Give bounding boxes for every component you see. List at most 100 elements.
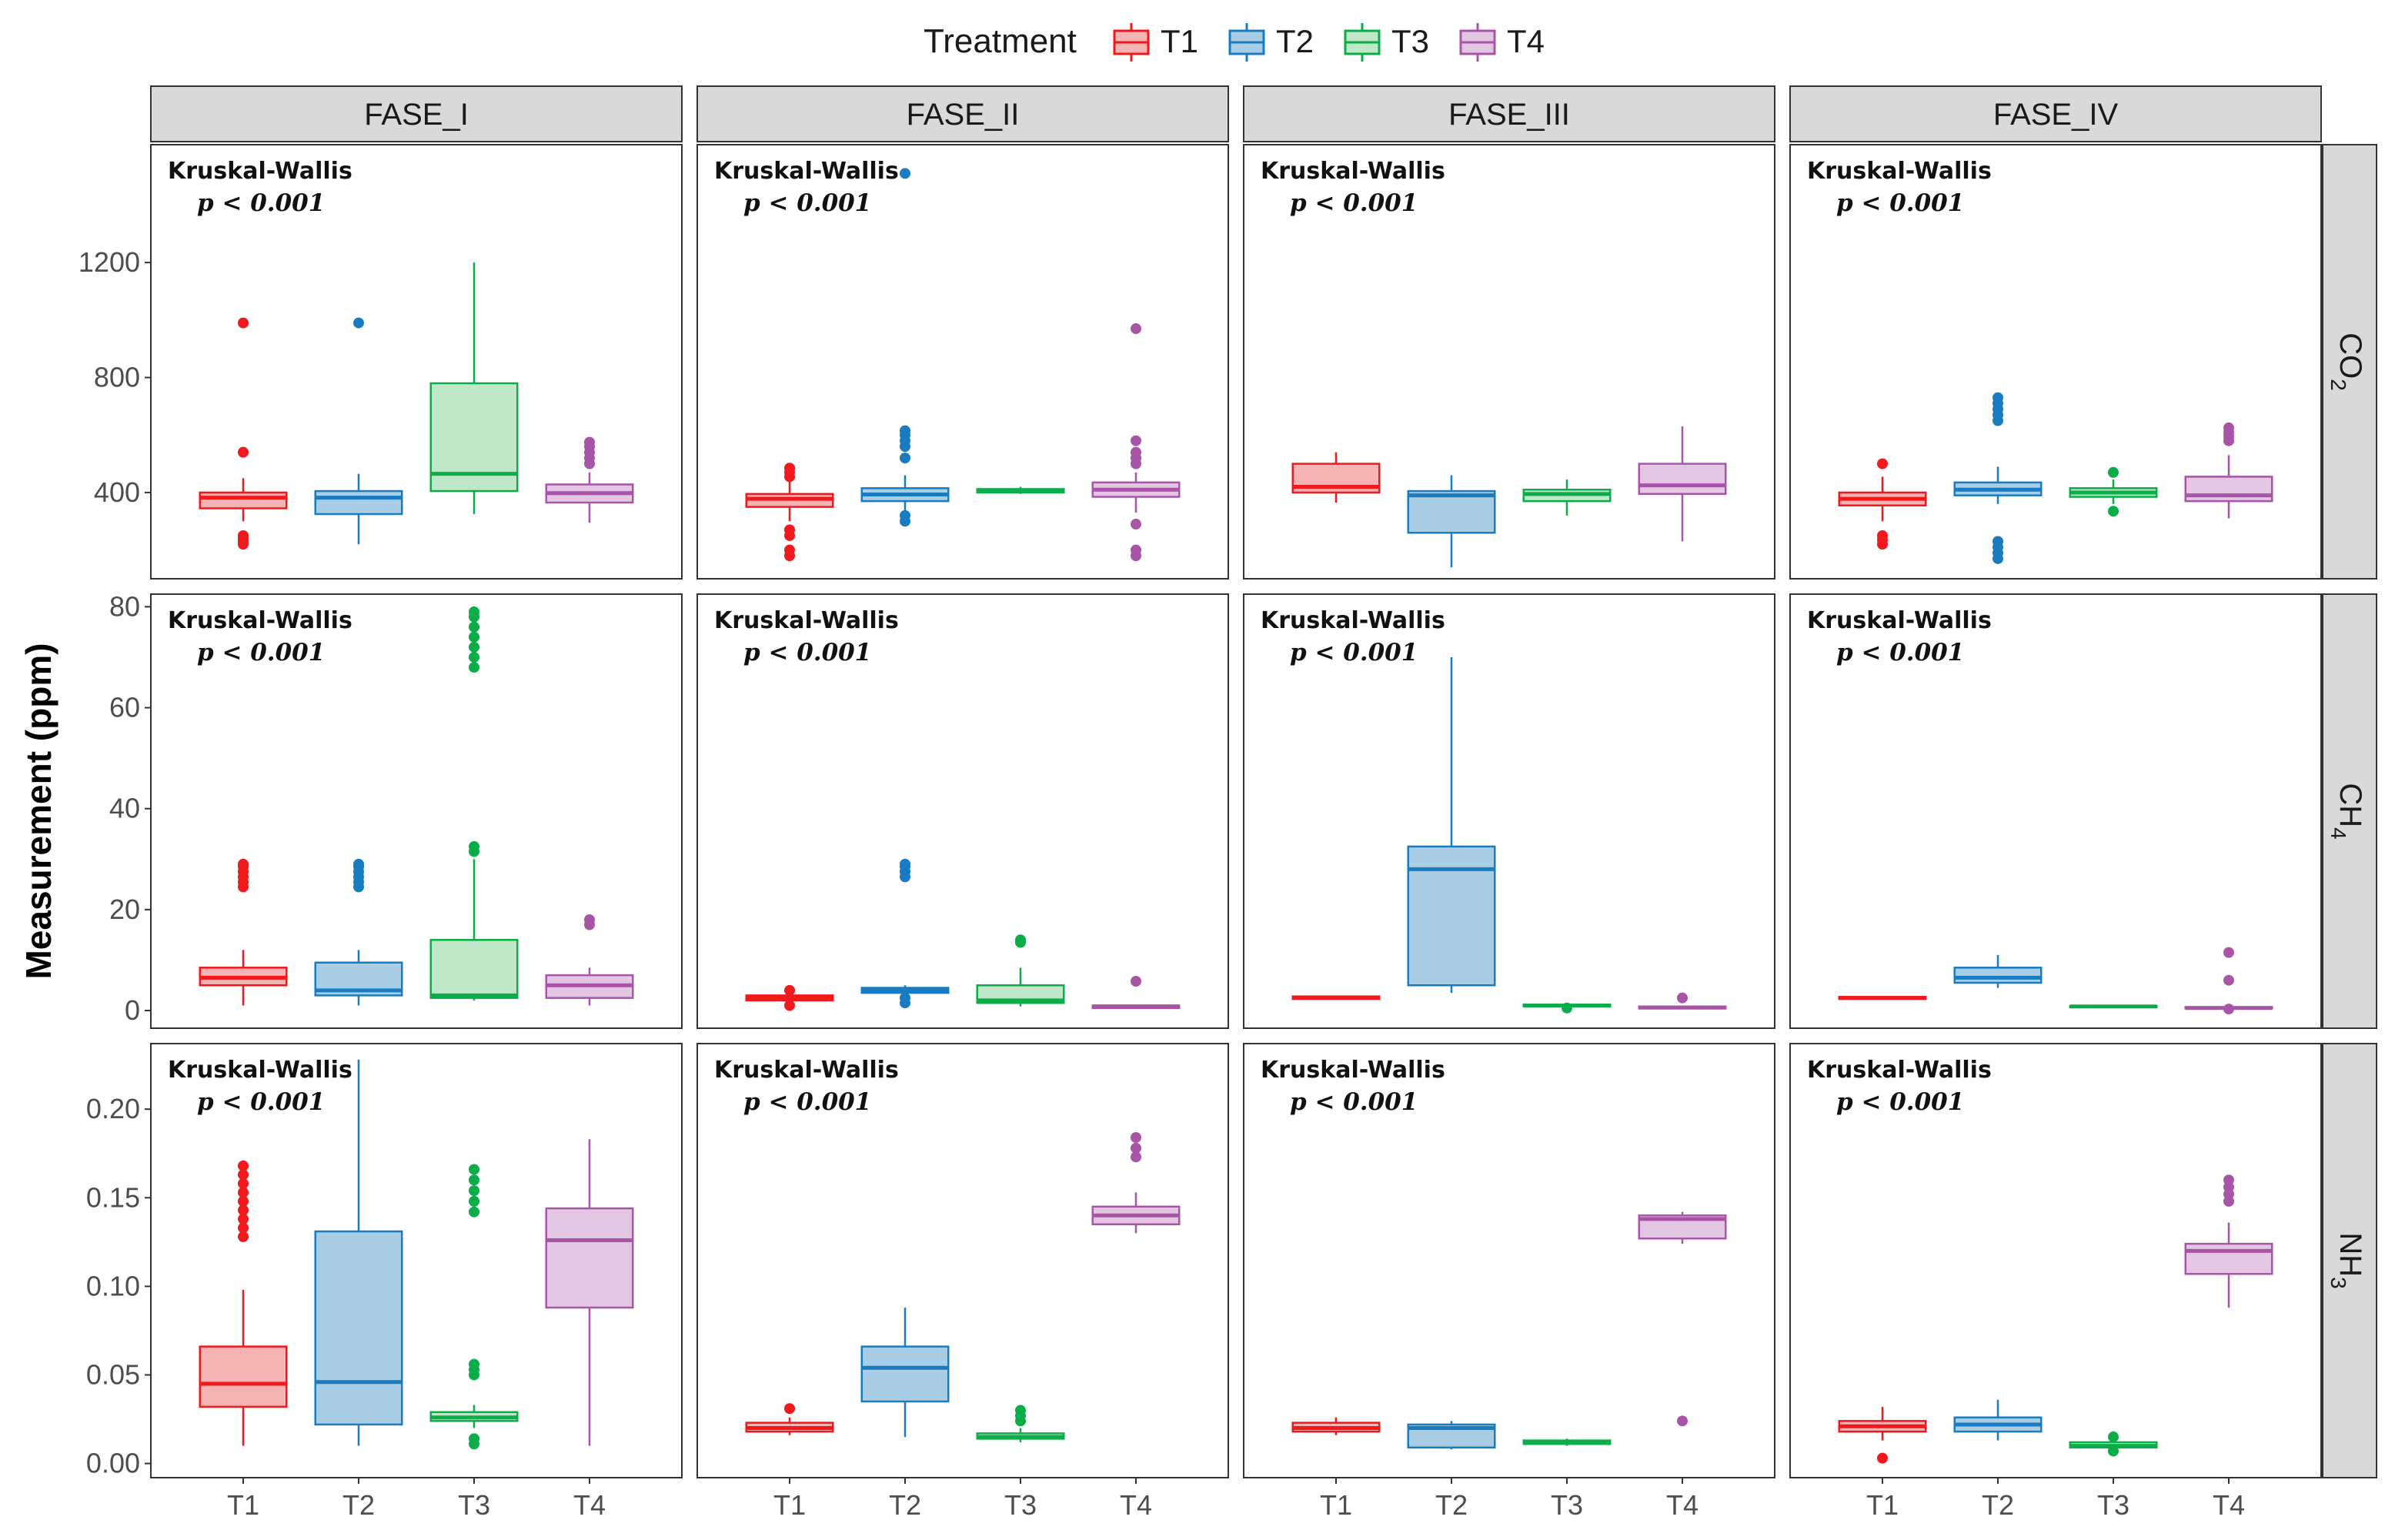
box-t4 <box>545 914 634 1006</box>
box-t1 <box>199 1160 288 1446</box>
strip-co2 <box>2322 144 2377 580</box>
outlier-point <box>238 1187 249 1198</box>
box-t2 <box>1953 1399 2043 1441</box>
iqr-box <box>314 489 403 516</box>
panel-border <box>1243 1043 1775 1478</box>
strip-fase-i <box>150 85 683 142</box>
box-t3 <box>976 486 1065 494</box>
outlier-point <box>2108 1431 2119 1443</box>
iqr-box <box>1953 967 2043 984</box>
x-tick-label-t4: T4 <box>1120 1489 1152 1521</box>
outlier-point <box>469 662 479 673</box>
box-t1 <box>745 1403 834 1435</box>
box-t1 <box>1291 1417 1381 1435</box>
box-t3 <box>429 606 519 1000</box>
iqr-box <box>2184 476 2273 503</box>
iqr-box <box>314 1230 403 1426</box>
outlier-point <box>1131 446 1141 458</box>
box-t1 <box>1291 452 1381 503</box>
panel-ch4-fase-iii: Kruskal-Wallis p < 0.001 <box>1243 593 1775 1029</box>
panel-co2-fase-i: Kruskal-Wallis p < 0.001 <box>150 144 683 580</box>
box-t3 <box>2069 1004 2158 1009</box>
panel-border <box>696 593 1229 1029</box>
gas-formula: CO <box>2333 332 2367 379</box>
p-value-label: p < 0.001 <box>197 639 325 666</box>
box-t3 <box>1522 479 1612 516</box>
x-tick-label-t2: T2 <box>1435 1489 1468 1521</box>
box-t1 <box>1291 995 1381 1000</box>
strip-label-co2: CO2 <box>2327 332 2367 391</box>
outlier-point <box>238 1178 249 1189</box>
box-t1 <box>745 984 834 1011</box>
outlier-point <box>1131 1132 1141 1144</box>
outlier-point <box>900 425 910 436</box>
strip-label-fase-iii: FASE_III <box>1448 98 1570 132</box>
outlier-point <box>238 1204 249 1216</box>
legend-key-t2 <box>1228 23 1265 62</box>
x-tick-label-t3: T3 <box>1004 1489 1037 1521</box>
outlier-point <box>1677 1415 1688 1427</box>
outlier-point <box>238 529 249 541</box>
outlier-point <box>1131 544 1141 556</box>
outlier-point <box>1131 1151 1141 1163</box>
box-t2 <box>1407 656 1496 994</box>
p-value-label: p < 0.001 <box>1290 189 1418 217</box>
x-tick-label-t2: T2 <box>342 1489 375 1521</box>
outlier-point <box>2223 1004 2234 1015</box>
y-tick-label: 0 <box>125 994 140 1026</box>
box-t4 <box>2184 422 2273 519</box>
outlier-point <box>900 453 910 464</box>
x-tick-label-t1: T1 <box>773 1489 806 1521</box>
legend-label-t3: T3 <box>1391 23 1429 59</box>
box-t3 <box>976 934 1065 1007</box>
x-tick-label-t3: T3 <box>458 1489 490 1521</box>
outlier-point <box>900 509 910 521</box>
box-t2 <box>1953 954 2043 988</box>
outlier-point <box>584 914 595 925</box>
y-tick-label: 0.15 <box>86 1181 140 1213</box>
kruskal-wallis-label: Kruskal-Wallis <box>168 158 352 185</box>
outlier-point <box>469 1174 479 1186</box>
kruskal-wallis-label: Kruskal-Wallis <box>1261 607 1445 634</box>
p-value-label: p < 0.001 <box>1290 1088 1418 1116</box>
gas-subscript: 2 <box>2327 379 2350 391</box>
panel-nh3-fase-i: Kruskal-Wallis p < 0.001 <box>150 1043 683 1478</box>
strip-label-fase-iv: FASE_IV <box>1993 98 2119 132</box>
outlier-point <box>1562 1002 1572 1014</box>
iqr-box <box>860 1345 950 1403</box>
outlier-point <box>1877 529 1888 541</box>
outlier-point <box>469 631 479 643</box>
box-t4 <box>1638 992 1727 1010</box>
outlier-point <box>1877 458 1888 469</box>
kruskal-wallis-label: Kruskal-Wallis <box>714 607 899 634</box>
outlier-point <box>900 858 910 870</box>
legend-label-t4: T4 <box>1507 23 1545 59</box>
box-t3 <box>1522 1438 1612 1446</box>
strip-label-fase-ii: FASE_II <box>907 98 1020 132</box>
y-tick-label: 20 <box>109 894 140 925</box>
legend-label-t2: T2 <box>1276 23 1314 59</box>
y-tick-label: 800 <box>94 362 140 393</box>
x-tick-label-t1: T1 <box>1320 1489 1352 1521</box>
outlier-point <box>238 1222 249 1234</box>
strip-fase-iv <box>1789 85 2322 142</box>
box-t2 <box>314 858 403 1006</box>
x-tick-label-t4: T4 <box>1666 1489 1699 1521</box>
outlier-point <box>2108 506 2119 517</box>
y-tick-label: 0.05 <box>86 1358 140 1390</box>
box-t2 <box>314 317 403 545</box>
outlier-point <box>1131 435 1141 446</box>
strip-ch4 <box>2322 593 2377 1029</box>
box-t3 <box>976 1405 1065 1442</box>
y-tick-label: 0.00 <box>86 1448 140 1479</box>
p-value-label: p < 0.001 <box>743 1088 871 1116</box>
box-t4 <box>2184 947 2273 1015</box>
box-t1 <box>1838 1406 1927 1464</box>
kruskal-wallis-label: Kruskal-Wallis <box>1261 158 1445 185</box>
outlier-point <box>238 1169 249 1181</box>
box-t2 <box>860 1308 950 1438</box>
outlier-point <box>1992 392 2003 403</box>
legend-label-t1: T1 <box>1161 23 1198 59</box>
box-t2 <box>314 1059 403 1446</box>
strip-fase-ii <box>696 85 1229 142</box>
